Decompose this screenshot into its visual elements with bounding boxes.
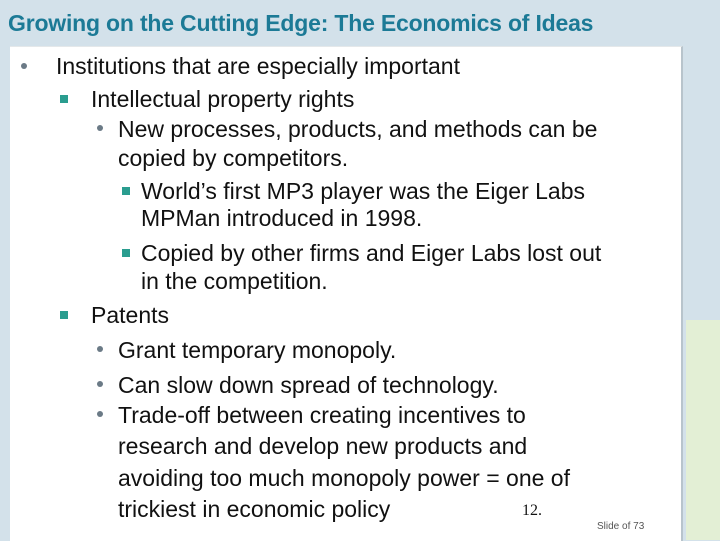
- bullet-l6: Patents: [91, 302, 169, 328]
- bullet-square-icon: [122, 249, 130, 257]
- bullet-square-icon: [60, 311, 68, 319]
- bullet-square-icon: [122, 187, 130, 195]
- bullet-l9-cont3: trickiest in economic policy: [118, 496, 391, 522]
- content-panel: [10, 46, 683, 541]
- bullet-dot-icon: [97, 125, 103, 131]
- bullet-square-icon: [60, 95, 68, 103]
- bullet-l4: World’s first MP3 player was the Eiger L…: [141, 178, 585, 204]
- bullet-l4-cont: MPMan introduced in 1998.: [141, 205, 423, 231]
- bullet-l3-cont: copied by competitors.: [118, 145, 349, 171]
- bullet-l3: New processes, products, and methods can…: [118, 116, 598, 142]
- page-number: 12.: [522, 502, 542, 519]
- bullet-dot-icon: [21, 63, 27, 69]
- bullet-l8: Can slow down spread of technology.: [118, 372, 499, 398]
- bullet-l1: Institutions that are especially importa…: [56, 53, 460, 79]
- slide-counter: Slide of 73: [597, 521, 645, 532]
- bullet-l7: Grant temporary monopoly.: [118, 337, 397, 363]
- slide-title: Growing on the Cutting Edge: The Economi…: [8, 10, 594, 36]
- bullet-l9: Trade-off between creating incentives to: [118, 402, 526, 428]
- bullet-dot-icon: [97, 411, 103, 417]
- bullet-dot-icon: [97, 346, 103, 352]
- bullet-l5-cont: in the competition.: [141, 268, 328, 294]
- bullet-l5: Copied by other firms and Eiger Labs los…: [141, 240, 602, 266]
- bullet-dot-icon: [97, 381, 103, 387]
- bullet-l2: Intellectual property rights: [91, 86, 355, 112]
- bullet-l9-cont2: avoiding too much monopoly power = one o…: [118, 465, 570, 491]
- decorative-panel: [686, 320, 720, 540]
- bullet-l9-cont1: research and develop new products and: [118, 433, 528, 459]
